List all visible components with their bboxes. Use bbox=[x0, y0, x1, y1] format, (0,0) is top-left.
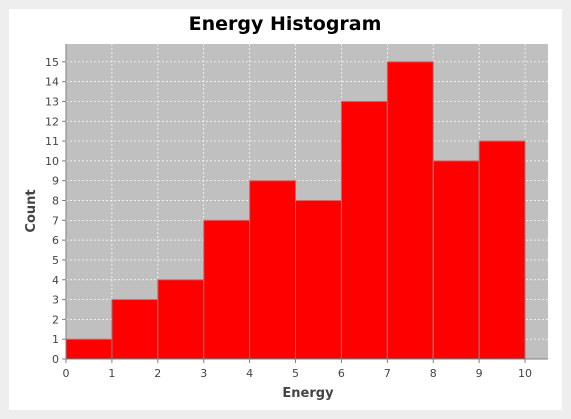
x-tick-label: 3 bbox=[200, 367, 207, 380]
y-tick-label: 1 bbox=[52, 333, 59, 346]
y-tick-label: 2 bbox=[52, 313, 59, 326]
x-tick-label: 2 bbox=[154, 367, 161, 380]
histogram-bar bbox=[65, 338, 113, 360]
x-tick-label: 7 bbox=[384, 367, 391, 380]
x-tick-label: 0 bbox=[63, 367, 70, 380]
y-tick-label: 15 bbox=[45, 56, 59, 69]
histogram-chart: Energy Histogram 0 1 2 3 4 5 6 7 8 9 1001234567891… bbox=[24, 13, 548, 401]
histogram-bar bbox=[111, 299, 159, 360]
x-tick-label: 10 bbox=[518, 367, 532, 380]
y-tick-label: 7 bbox=[52, 214, 59, 227]
histogram-bar bbox=[203, 219, 251, 360]
y-tick-label: 5 bbox=[52, 254, 59, 267]
x-tick-label: 8 bbox=[430, 367, 437, 380]
y-tick-label: 11 bbox=[45, 135, 59, 148]
y-axis-label: Count bbox=[24, 189, 39, 232]
histogram-bar bbox=[157, 279, 205, 360]
y-tick-label: 4 bbox=[52, 274, 59, 287]
chart-title: Energy Histogram bbox=[189, 13, 382, 35]
histogram-bar bbox=[295, 200, 342, 360]
histogram-bar bbox=[340, 100, 388, 360]
histogram-bar bbox=[386, 61, 434, 360]
y-tick-label: 0 bbox=[52, 353, 59, 366]
x-axis-label: Energy bbox=[282, 386, 334, 401]
y-tick-label: 9 bbox=[52, 175, 59, 188]
x-tick-label: 9 bbox=[476, 367, 483, 380]
y-tick-label: 14 bbox=[45, 76, 59, 89]
y-tick-label: 8 bbox=[52, 195, 59, 208]
chart-panel: Energy Histogram 0 1 2 3 4 5 6 7 8 9 10 0 1 2 3 4 5 6 7 8 9 1… bbox=[9, 9, 562, 410]
bars bbox=[65, 61, 526, 360]
x-tick-label: 5 bbox=[292, 367, 299, 380]
y-tick-label: 6 bbox=[52, 234, 59, 247]
x-tick-label: 4 bbox=[246, 367, 253, 380]
y-tick-label: 10 bbox=[45, 155, 59, 168]
histogram-bar bbox=[249, 180, 297, 360]
x-tick-label: 1 bbox=[108, 367, 115, 380]
y-tick-label: 3 bbox=[52, 294, 59, 307]
y-tick-label: 13 bbox=[45, 95, 59, 108]
x-tick-label: 6 bbox=[338, 367, 345, 380]
histogram-bar bbox=[432, 160, 480, 360]
y-tick-label: 12 bbox=[45, 115, 59, 128]
histogram-bar bbox=[478, 140, 526, 360]
axes bbox=[65, 44, 548, 360]
